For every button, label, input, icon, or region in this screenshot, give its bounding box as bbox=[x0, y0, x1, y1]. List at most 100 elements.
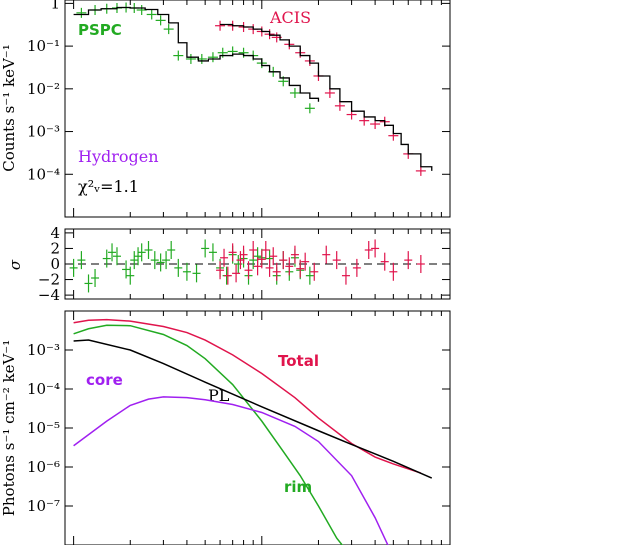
model-step-line bbox=[220, 23, 433, 171]
data-point bbox=[76, 7, 87, 18]
data-point bbox=[91, 269, 100, 287]
data-point bbox=[69, 258, 78, 277]
data-point bbox=[265, 258, 274, 277]
data-point bbox=[371, 239, 380, 258]
data-point bbox=[102, 249, 111, 268]
y-tick-label: 10⁻⁶ bbox=[27, 458, 60, 476]
data-point bbox=[239, 245, 248, 264]
data-point bbox=[216, 261, 225, 280]
data-point bbox=[215, 20, 226, 31]
y-tick-label: 10⁻⁴ bbox=[27, 380, 60, 398]
data-point bbox=[279, 251, 288, 270]
data-point bbox=[301, 252, 310, 271]
chi-square-label: χ²ᵥ=1.1 bbox=[78, 177, 139, 196]
data-point bbox=[380, 252, 389, 271]
data-point bbox=[77, 251, 86, 270]
data-point bbox=[182, 262, 191, 281]
data-point bbox=[389, 262, 398, 281]
data-point bbox=[112, 247, 121, 266]
data-point bbox=[150, 251, 159, 270]
y-tick-label: 10⁻⁴ bbox=[27, 165, 60, 183]
y-tick-label: 1 bbox=[50, 0, 60, 12]
data-point bbox=[304, 103, 315, 114]
data-point bbox=[167, 241, 176, 259]
y-tick-label: 0 bbox=[50, 255, 60, 273]
data-point bbox=[108, 243, 117, 262]
data-point bbox=[126, 266, 135, 285]
spectrum-y-axis-label: Counts s⁻¹ keV⁻¹ bbox=[0, 44, 18, 171]
chart-marks bbox=[65, 2, 450, 545]
axis-ticks: 1 10⁻¹ 10⁻² 10⁻³ 10⁻⁴ 420−2−4 10⁻³ 10⁻⁴ 10⁻⁵ 10⁻⁶… bbox=[27, 0, 451, 545]
data-point bbox=[162, 251, 171, 270]
data-point bbox=[155, 15, 166, 26]
total-series-label: Total bbox=[278, 352, 319, 370]
model-y-axis-label: Photons s⁻¹ cm⁻² keV⁻¹ bbox=[0, 340, 18, 516]
data-point bbox=[228, 243, 237, 262]
data-point bbox=[223, 266, 232, 285]
data-point bbox=[261, 241, 270, 259]
y-tick-label: 10⁻³ bbox=[27, 341, 60, 359]
data-point bbox=[285, 257, 294, 276]
data-point bbox=[310, 262, 319, 281]
y-tick-label: 2 bbox=[50, 239, 60, 257]
data-point bbox=[257, 250, 266, 269]
data-point bbox=[244, 261, 253, 280]
data-point bbox=[208, 243, 217, 262]
data-point bbox=[192, 264, 201, 283]
data-point bbox=[185, 53, 196, 64]
spectrum-panel-frame bbox=[64, 0, 451, 218]
acis-label: ACIS bbox=[269, 8, 311, 27]
pspc-label: PSPC bbox=[78, 21, 122, 39]
data-point bbox=[332, 251, 341, 270]
data-point bbox=[173, 50, 184, 61]
y-tick-label: −2 bbox=[38, 271, 60, 289]
data-point bbox=[134, 247, 143, 266]
data-point bbox=[305, 266, 314, 285]
y-tick-label: 10⁻⁷ bbox=[27, 497, 60, 515]
data-point bbox=[84, 274, 93, 293]
data-point bbox=[289, 87, 300, 98]
data-point bbox=[334, 100, 345, 111]
data-point bbox=[322, 245, 331, 264]
data-point bbox=[416, 255, 425, 273]
series-line-total bbox=[73, 318, 422, 474]
data-point bbox=[290, 245, 299, 264]
data-point bbox=[122, 260, 131, 279]
y-tick-label: −4 bbox=[38, 286, 60, 304]
series-line-rim bbox=[73, 324, 344, 545]
core-series-label: core bbox=[86, 371, 123, 389]
y-tick-label: 10⁻² bbox=[27, 80, 60, 98]
data-point bbox=[232, 264, 241, 283]
model-step-line bbox=[73, 6, 320, 102]
model-panel-frame bbox=[64, 310, 451, 545]
data-point bbox=[220, 248, 229, 267]
y-tick-label: 10⁻¹ bbox=[27, 37, 60, 55]
data-point bbox=[341, 266, 350, 285]
residuals-y-axis-label: σ bbox=[6, 259, 24, 270]
data-point bbox=[269, 247, 278, 266]
y-tick-label: 10⁻⁵ bbox=[27, 419, 60, 437]
hydrogen-label: Hydrogen bbox=[78, 147, 159, 166]
data-point bbox=[156, 253, 165, 272]
data-point bbox=[272, 262, 281, 281]
y-tick-label: 10⁻³ bbox=[27, 123, 60, 141]
data-point bbox=[249, 241, 258, 259]
data-point bbox=[415, 165, 426, 176]
series-line-pl bbox=[73, 339, 433, 479]
data-point bbox=[352, 258, 361, 277]
data-point bbox=[253, 257, 262, 276]
data-point bbox=[404, 251, 413, 270]
data-point bbox=[364, 241, 373, 259]
data-point bbox=[201, 239, 210, 258]
data-point bbox=[146, 9, 157, 20]
data-point bbox=[207, 52, 218, 63]
data-point bbox=[137, 243, 146, 262]
data-point bbox=[174, 258, 183, 277]
data-point bbox=[144, 241, 153, 259]
data-point bbox=[296, 259, 305, 278]
data-point bbox=[130, 251, 139, 270]
series-line-core bbox=[73, 396, 389, 545]
data-point bbox=[324, 87, 335, 98]
rim-series-label: rim bbox=[284, 478, 312, 496]
